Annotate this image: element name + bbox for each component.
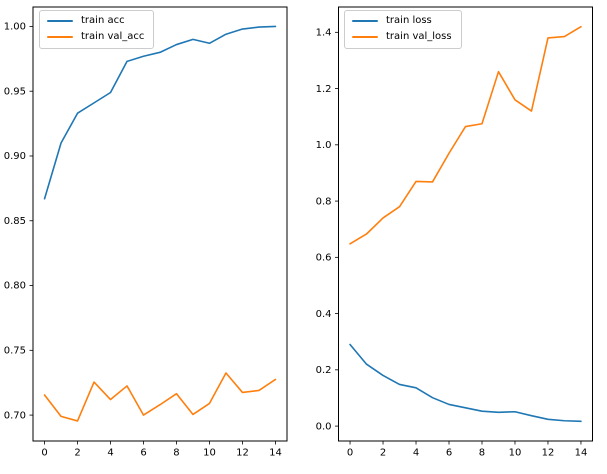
x-tick-label: 6 (140, 447, 146, 458)
loss-chart: 0 2 4 6 8 10 12 14 0.0 0.2 0.4 0.6 0.8 1.0 1.2 1.4 trai… (303, 0, 607, 474)
loss-legend: train loss train val_loss (344, 10, 462, 49)
legend-line-swatch (47, 36, 73, 38)
x-tick-label: 12 (542, 447, 555, 458)
accuracy-legend: train acc train val_acc (39, 10, 155, 49)
x-tick-label: 2 (74, 447, 80, 458)
y-tick-label: 0.4 (316, 309, 332, 320)
x-tick-label: 14 (575, 447, 588, 458)
x-tick-label: 0 (347, 447, 353, 458)
y-tick-label: 0.85 (4, 216, 26, 227)
y-tick-label: 0.80 (4, 281, 26, 292)
legend-line-swatch (47, 20, 73, 22)
y-tick-label: 0.75 (4, 346, 26, 357)
x-tick-label: 14 (269, 447, 282, 458)
series-line-train-val-loss (349, 25, 582, 245)
series-line-train-val-acc (43, 372, 277, 422)
series-line-train-acc (43, 25, 277, 200)
y-tick-label: 0.8 (316, 196, 332, 207)
legend-line-swatch (352, 36, 378, 38)
y-tick-label: 0.2 (316, 365, 332, 376)
x-tick-label: 8 (173, 447, 179, 458)
legend-entry: train val_acc (47, 31, 144, 43)
x-tick-label: 4 (107, 447, 113, 458)
axes-frame (338, 6, 593, 442)
legend-label: train val_loss (386, 31, 452, 42)
legend-entry: train loss (352, 15, 452, 27)
legend-label: train loss (386, 15, 432, 26)
loss-chart-svg: 0 2 4 6 8 10 12 14 0.0 0.2 0.4 0.6 0.8 1.0 1.2 1.4 (316, 6, 593, 458)
y-tick-label: 0.70 (4, 410, 26, 421)
y-tick-label: 1.00 (4, 22, 26, 33)
y-tick-label: 0.90 (4, 151, 26, 162)
x-tick-label: 10 (203, 447, 216, 458)
x-tick-label: 8 (479, 447, 485, 458)
series-line-train-loss (349, 343, 582, 423)
legend-line-swatch (352, 20, 378, 22)
legend-entry: train val_loss (352, 31, 452, 43)
axes-frame (32, 6, 288, 442)
x-tick-label: 2 (380, 447, 386, 458)
x-tick-label: 10 (509, 447, 522, 458)
legend-label: train acc (81, 15, 125, 26)
x-tick-label: 6 (446, 447, 452, 458)
x-tick-label: 0 (41, 447, 47, 458)
legend-label: train val_acc (81, 31, 145, 42)
y-tick-label: 1.2 (316, 84, 332, 95)
y-tick-label: 1.0 (316, 140, 332, 151)
legend-entry: train acc (47, 15, 144, 27)
y-tick-label: 0.0 (316, 421, 332, 432)
y-tick-label: 1.4 (316, 28, 332, 39)
y-tick-label: 0.6 (316, 253, 332, 264)
x-tick-label: 4 (413, 447, 419, 458)
y-tick-label: 0.95 (4, 86, 26, 97)
x-tick-label: 12 (236, 447, 249, 458)
accuracy-chart-svg: 0 2 4 6 8 10 12 14 0.70 0.75 0.80 0.85 0.90 0.95 1.00 (4, 6, 288, 458)
accuracy-chart: 0 2 4 6 8 10 12 14 0.70 0.75 0.80 0.85 0.90 0.95 1.00 … (0, 0, 302, 474)
